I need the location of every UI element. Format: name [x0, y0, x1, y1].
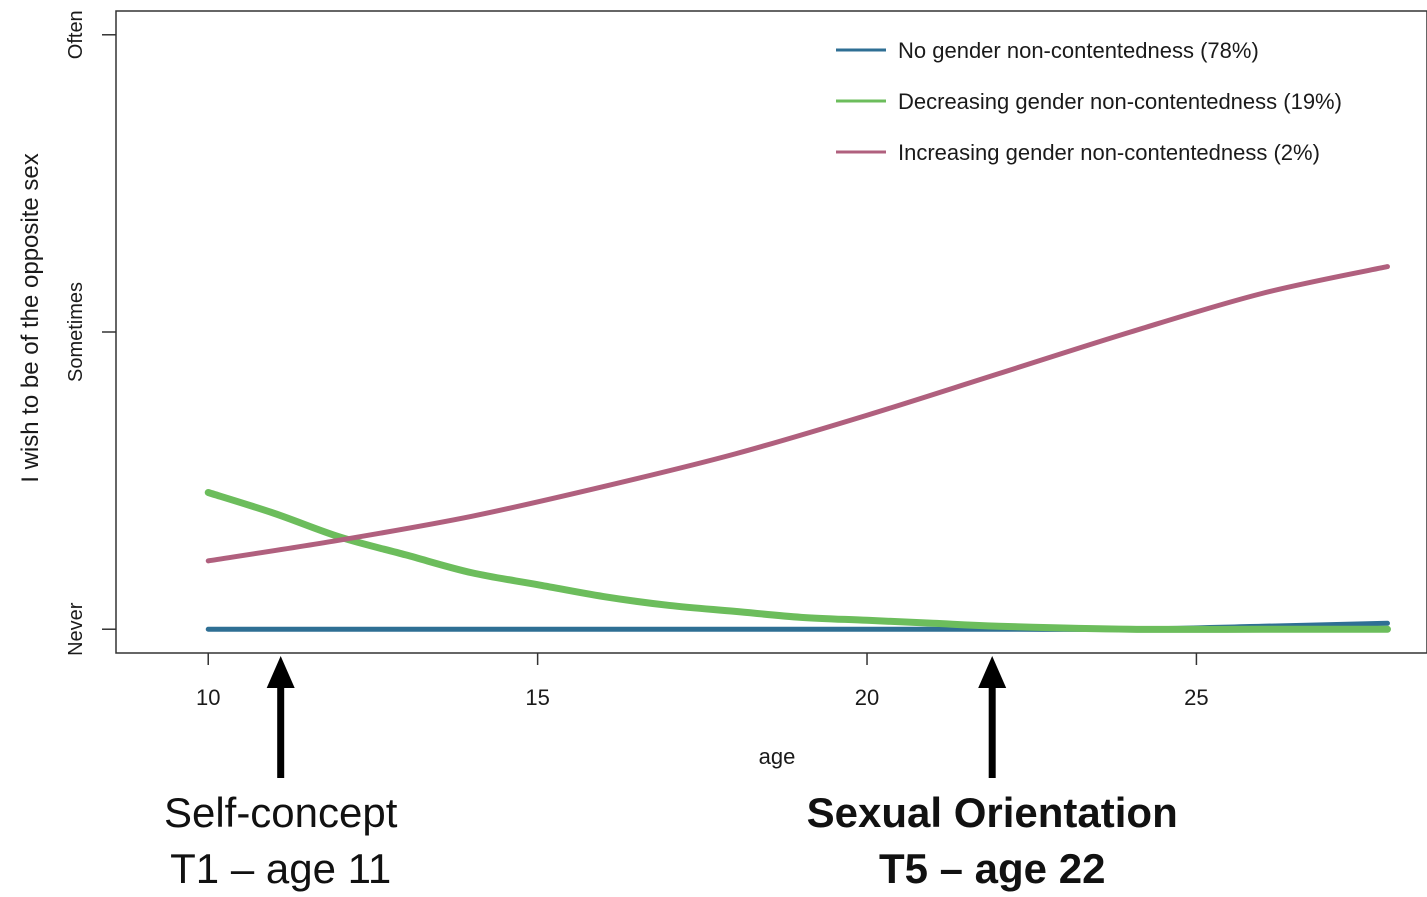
x-tick-label: 10: [196, 685, 220, 710]
legend: No gender non-contentedness (78%) Decreas…: [836, 38, 1342, 165]
legend-label: Increasing gender non-contentedness (2%): [898, 140, 1320, 165]
annotation-arrow-head: [266, 656, 295, 688]
annotation-arrows: [266, 656, 1007, 778]
y-axis-label: I wish to be of the opposite sex: [17, 153, 44, 483]
annotation-caption-line1: Self-concept: [163, 789, 398, 836]
annotation-caption-line2: T1 – age 11: [170, 845, 392, 892]
legend-label: No gender non-contentedness (78%): [898, 38, 1259, 63]
x-tick-label: 25: [1184, 685, 1208, 710]
series-line-2: [204, 489, 1391, 633]
series-layer: [204, 264, 1391, 633]
legend-label: Decreasing gender non-contentedness (19%…: [898, 89, 1342, 114]
x-tick-label: 20: [855, 685, 879, 710]
y-axis: Never Sometimes Often: [65, 10, 116, 656]
annotation-caption: Self-concept T1 – age 11: [111, 785, 451, 897]
y-tick-label: Never: [65, 602, 87, 656]
annotation-arrow-head: [978, 656, 1007, 688]
y-tick-label: Often: [65, 10, 87, 59]
x-axis-label: age: [759, 744, 796, 769]
annotation-caption: Sexual Orientation T5 – age 22: [762, 785, 1222, 897]
x-tick-label: 15: [525, 685, 549, 710]
annotation-caption-line2: T5 – age 22: [878, 845, 1106, 892]
x-axis: 10 15 20 25: [196, 653, 1209, 710]
series-line-3: [205, 264, 1390, 564]
annotation-caption-line1: Sexual Orientation: [806, 789, 1178, 836]
y-tick-label: Sometimes: [65, 282, 87, 382]
